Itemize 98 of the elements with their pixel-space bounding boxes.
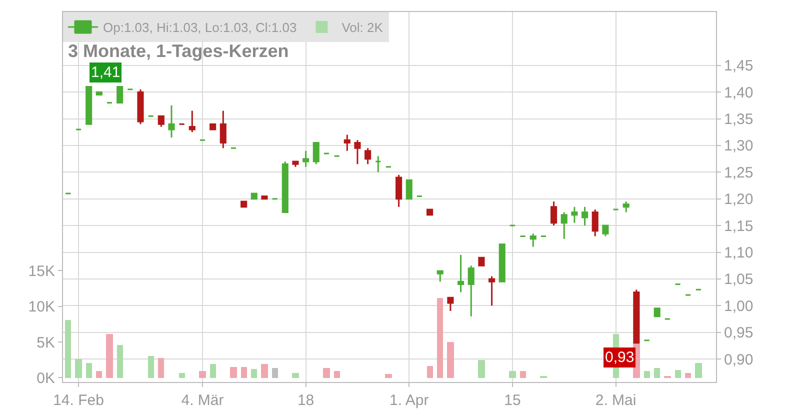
- bar: [292, 373, 299, 378]
- bar: [695, 363, 702, 378]
- candlestick: [478, 256, 485, 266]
- y-tick-label: 1,25: [724, 164, 754, 182]
- bar: [230, 367, 237, 378]
- candlestick: [312, 142, 320, 165]
- bar: [437, 298, 443, 378]
- y-tick-label: 0,90: [724, 351, 754, 368]
- candlestick: [137, 88, 144, 125]
- candlestick: [488, 276, 496, 306]
- bar: [644, 371, 650, 378]
- legend-label: Vol: 2K: [342, 20, 384, 36]
- candlestick: [250, 192, 258, 200]
- candlestick: [498, 244, 506, 282]
- x-tick-label: 15: [504, 392, 521, 409]
- x-tick-label: 14. Feb: [53, 392, 104, 409]
- bar: [685, 373, 691, 378]
- bar: [251, 369, 257, 378]
- candlestick: [210, 123, 216, 130]
- y-tick-label: 1,30: [724, 138, 754, 155]
- candlestick: [426, 208, 434, 216]
- candlestick: [220, 110, 226, 149]
- bar: [654, 368, 660, 378]
- candlestick: [582, 206, 588, 226]
- candlestick: [240, 200, 248, 208]
- candlestick: [86, 86, 92, 125]
- candlestick: [458, 254, 464, 294]
- candlestick: [436, 270, 444, 282]
- candlestick: [261, 195, 268, 200]
- y-tick-label: 1,45: [724, 58, 754, 75]
- candlestick: [633, 288, 640, 344]
- candlestick: [282, 160, 288, 213]
- bar: [148, 356, 154, 378]
- bar: [261, 364, 268, 378]
- candlestick: [188, 110, 196, 133]
- bar: [509, 371, 516, 378]
- candlestick: [344, 134, 350, 152]
- y-tick-label: 1,40: [724, 84, 754, 102]
- bar: [272, 368, 278, 378]
- candlestick: [302, 150, 310, 168]
- bar: [117, 345, 123, 378]
- y2-tick-label: 10K: [28, 298, 55, 316]
- bar: [199, 371, 206, 378]
- candlestick: [560, 211, 568, 240]
- y-tick-label: 1,15: [724, 218, 754, 235]
- bar: [210, 364, 216, 378]
- bar: [478, 360, 485, 378]
- x-tick-label: 4. Mär: [181, 392, 224, 409]
- candlestick: [374, 155, 382, 173]
- bar: [106, 334, 113, 378]
- bar: [447, 342, 454, 378]
- bar: [96, 371, 102, 378]
- y-tick-label: 1,20: [724, 191, 754, 208]
- annotation: 0,93: [605, 349, 634, 366]
- bar: [241, 367, 247, 378]
- bar: [86, 363, 92, 378]
- candlestick: [550, 200, 558, 226]
- y-tick-label: 1,05: [724, 271, 754, 288]
- y2-tick-label: 15K: [28, 262, 55, 280]
- annotation: 1,41: [91, 64, 120, 81]
- candlestick: [654, 308, 660, 318]
- candlestick: [168, 104, 175, 138]
- x-tick-label: 18: [297, 392, 314, 409]
- y-tick-label: 1,00: [724, 298, 754, 315]
- candlestick: [406, 179, 412, 200]
- text: 3 Monate, 1-Tages-Kerzen: [68, 41, 289, 61]
- candlestick: [447, 296, 454, 312]
- candlestick: [292, 160, 299, 168]
- candlestick: [530, 232, 536, 248]
- candlestick: [622, 200, 630, 213]
- x-tick-label: 1. Apr: [390, 392, 429, 409]
- candlestick: [116, 86, 124, 104]
- bar: [158, 358, 164, 378]
- x-tick-label: 2. Mai: [595, 392, 636, 409]
- y2-tick-label: 5K: [36, 334, 55, 352]
- candlestick: [571, 206, 578, 224]
- candlestick: [364, 147, 372, 165]
- bar: [65, 320, 71, 378]
- bar: [323, 368, 330, 378]
- bar: [520, 371, 526, 378]
- bar: [675, 370, 681, 378]
- y-tick-label: 1,35: [724, 111, 754, 128]
- candlestick: [158, 115, 164, 128]
- bar: [427, 366, 433, 378]
- candlestick: [354, 139, 361, 165]
- legend-label: Op:1.03, Hi:1.03, Lo:1.03, Cl:1.03: [103, 20, 297, 36]
- y2-tick-label: 0K: [36, 370, 55, 387]
- y-tick-label: 1,10: [724, 244, 754, 262]
- bar: [179, 373, 185, 378]
- candlestick: [602, 224, 609, 237]
- candlestick: [468, 264, 474, 318]
- bar: [334, 371, 340, 378]
- candlestick: [396, 174, 402, 208]
- candlestick: [592, 208, 598, 237]
- candlestick: [96, 91, 102, 96]
- bar: [75, 359, 82, 378]
- bar: [385, 374, 392, 378]
- y-tick-label: 0,95: [724, 324, 754, 342]
